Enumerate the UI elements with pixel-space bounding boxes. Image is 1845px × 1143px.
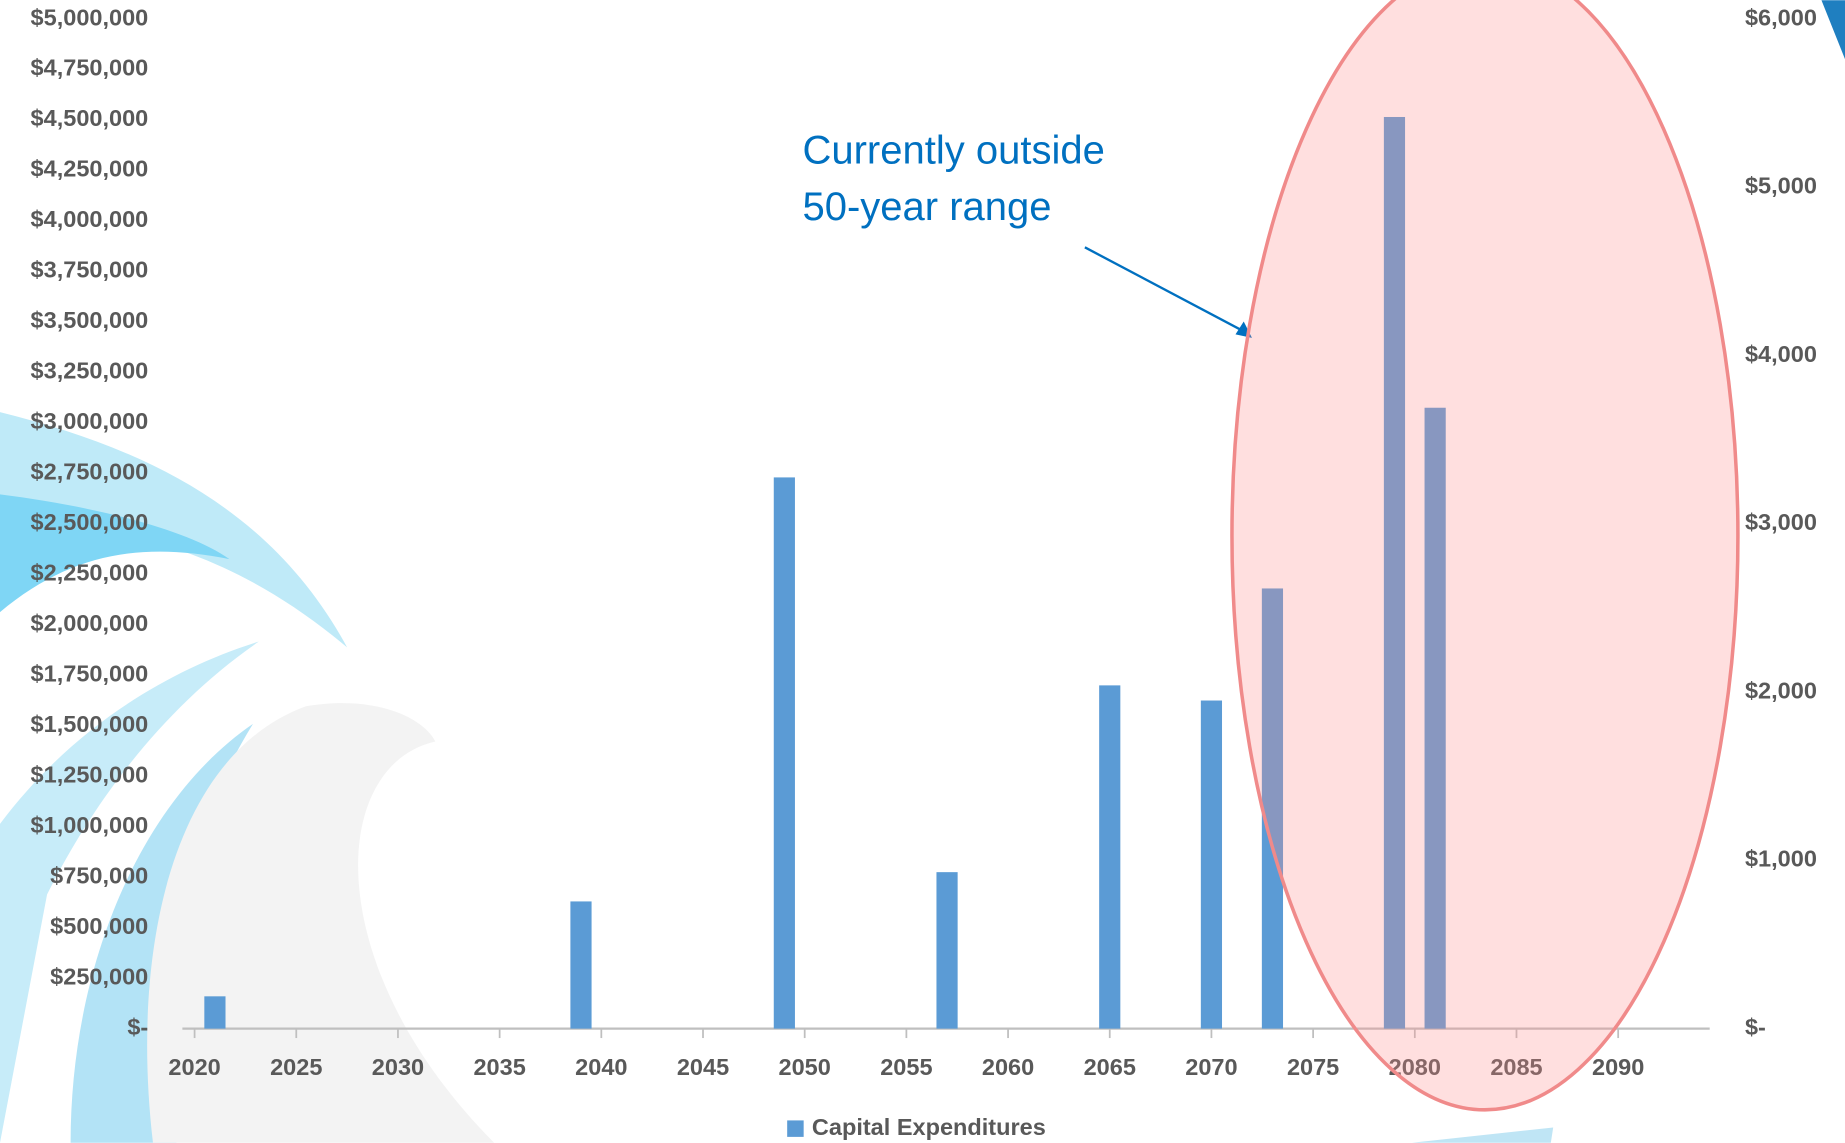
x-tick-label: 2075 xyxy=(1287,1054,1339,1080)
y-tick-label: $2,750,000 xyxy=(31,459,149,485)
y-tick-label: $4,250,000 xyxy=(31,156,149,182)
x-tick-label: 2060 xyxy=(982,1054,1034,1080)
bar xyxy=(1099,685,1121,1029)
x-tick-label: 2055 xyxy=(880,1054,932,1080)
y-tick-label: $1,750,000 xyxy=(31,661,149,687)
annotation-arrow xyxy=(1084,246,1248,335)
y-tick-label: $1,250,000 xyxy=(31,761,149,787)
x-tick-label: 2040 xyxy=(575,1054,627,1080)
x-tick-label: 2025 xyxy=(270,1054,322,1080)
y-tick-label: $1,000,000 xyxy=(31,812,149,838)
y-tick-label: $3,000,000 xyxy=(31,408,149,434)
legend-label: Capital Expenditures xyxy=(812,1114,1046,1140)
y-tick-label: $3,250,000 xyxy=(31,358,149,384)
x-tick-label: 2035 xyxy=(473,1054,525,1080)
y-tick-label: $5,000,000 xyxy=(31,4,149,30)
bar xyxy=(204,996,226,1029)
bar xyxy=(1424,407,1446,1029)
y-tick-label: $1,500,000 xyxy=(31,711,149,737)
bar xyxy=(936,872,958,1029)
x-tick-label: 2050 xyxy=(779,1054,831,1080)
annotation: 50-year range xyxy=(802,185,1051,229)
legend-swatch xyxy=(787,1120,804,1137)
bar xyxy=(1200,700,1223,1029)
x-tick-label: 2085 xyxy=(1490,1054,1542,1080)
x-tick-label: 2065 xyxy=(1084,1054,1136,1080)
x-tick-label: 2020 xyxy=(168,1054,220,1080)
y2-tick-label: $5,000 xyxy=(1745,173,1817,199)
y-tick-label: $750,000 xyxy=(50,862,148,888)
x-tick-label: 2030 xyxy=(372,1054,424,1080)
y2-tick-label: $4,000 xyxy=(1745,341,1817,367)
y-tick-label: $4,500,000 xyxy=(31,105,149,131)
highlight-ellipse xyxy=(1230,0,1740,1112)
y2-tick-label: $6,000 xyxy=(1745,4,1817,30)
y-tick-label: $- xyxy=(127,1014,148,1040)
y-tick-label: $500,000 xyxy=(50,913,148,939)
y2-tick-label: $- xyxy=(1745,1014,1766,1040)
y-tick-label: $2,500,000 xyxy=(31,509,149,535)
y-tick-label: $4,750,000 xyxy=(31,55,149,81)
bar xyxy=(773,477,795,1029)
y-tick-label: $4,000,000 xyxy=(31,206,149,232)
annotation: Currently outside xyxy=(802,129,1104,173)
x-tick-label: 2070 xyxy=(1185,1054,1237,1080)
y-tick-label: $250,000 xyxy=(50,963,148,989)
x-tick-label: 2045 xyxy=(677,1054,729,1080)
y-tick-label: $2,000,000 xyxy=(31,610,149,636)
y-tick-label: $3,750,000 xyxy=(31,257,149,283)
y-tick-label: $3,500,000 xyxy=(31,307,149,333)
y2-tick-label: $1,000 xyxy=(1745,846,1817,872)
y-tick-label: $2,250,000 xyxy=(31,560,149,586)
bar xyxy=(570,901,592,1029)
x-tick-label: 2090 xyxy=(1592,1054,1644,1080)
y2-tick-label: $3,000 xyxy=(1745,509,1817,535)
bar xyxy=(1383,116,1406,1029)
y2-tick-label: $2,000 xyxy=(1745,677,1817,703)
bar xyxy=(1261,588,1284,1029)
